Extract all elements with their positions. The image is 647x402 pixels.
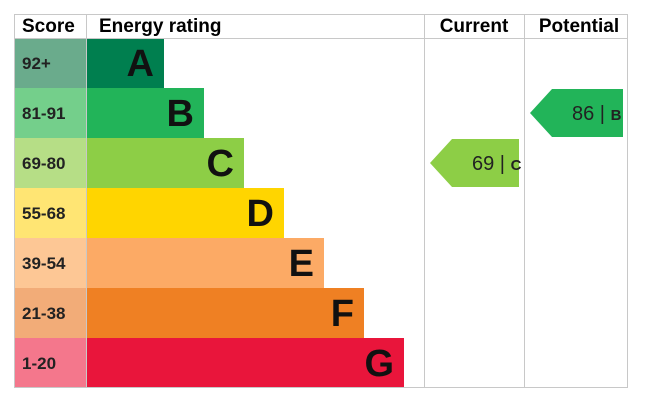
current-rating-arrow-value: 69 | C bbox=[472, 153, 522, 175]
score-label-g: 1-20 bbox=[22, 354, 56, 373]
score-header: Score bbox=[22, 16, 75, 37]
score-cells bbox=[14, 38, 86, 388]
rating-arrows: 69 | C 86 | B bbox=[430, 89, 623, 187]
score-cell-e bbox=[14, 238, 86, 288]
energy-rating-header: Energy rating bbox=[99, 16, 221, 37]
score-cell-b bbox=[14, 88, 86, 138]
band-bar-c bbox=[86, 138, 244, 188]
score-label-e: 39-54 bbox=[22, 254, 66, 273]
potential-rating-arrow-value: 86 | B bbox=[572, 103, 622, 125]
band-letter-b: B bbox=[167, 93, 194, 135]
score-label-c: 69-80 bbox=[22, 154, 65, 173]
band-bars bbox=[86, 38, 404, 388]
band-bar-d bbox=[86, 188, 284, 238]
score-cell-f bbox=[14, 288, 86, 338]
band-letter-d: D bbox=[247, 193, 274, 235]
score-cell-g bbox=[14, 338, 86, 388]
score-label-f: 21-38 bbox=[22, 304, 65, 323]
band-letter-e: E bbox=[289, 243, 314, 285]
table-grid bbox=[14, 14, 628, 388]
score-cell-a bbox=[14, 38, 86, 88]
band-letter-f: F bbox=[331, 293, 354, 335]
score-cell-d bbox=[14, 188, 86, 238]
band-letter-a: A bbox=[127, 43, 154, 85]
band-bar-g bbox=[86, 338, 404, 388]
current-header: Current bbox=[440, 16, 509, 37]
band-bar-f bbox=[86, 288, 364, 338]
score-cell-c bbox=[14, 138, 86, 188]
current-rating-arrow-rating: C bbox=[511, 157, 522, 174]
potential-rating-arrow-rating: B bbox=[611, 107, 622, 124]
band-letter-g: G bbox=[364, 343, 394, 385]
current-rating-arrow-shape bbox=[430, 139, 519, 187]
potential-rating-arrow: 86 | B bbox=[530, 89, 623, 137]
band-bar-b bbox=[86, 88, 204, 138]
score-label-b: 81-91 bbox=[22, 104, 65, 123]
potential-header: Potential bbox=[539, 16, 619, 37]
score-label-a: 92+ bbox=[22, 54, 51, 73]
table-border bbox=[14, 14, 628, 388]
current-rating-arrow: 69 | C bbox=[430, 139, 522, 187]
score-label-d: 55-68 bbox=[22, 204, 65, 223]
potential-rating-arrow-shape bbox=[530, 89, 623, 137]
band-letter-c: C bbox=[207, 143, 234, 185]
band-bar-e bbox=[86, 238, 324, 288]
band-bar-a bbox=[86, 38, 164, 88]
band-labels: 92+ A 81-91 B 69-80 C 55-68 D 39-54 E 21-38 F 1-20 G bbox=[22, 43, 394, 385]
table-headers: Score Energy rating Current Potential bbox=[22, 16, 619, 37]
